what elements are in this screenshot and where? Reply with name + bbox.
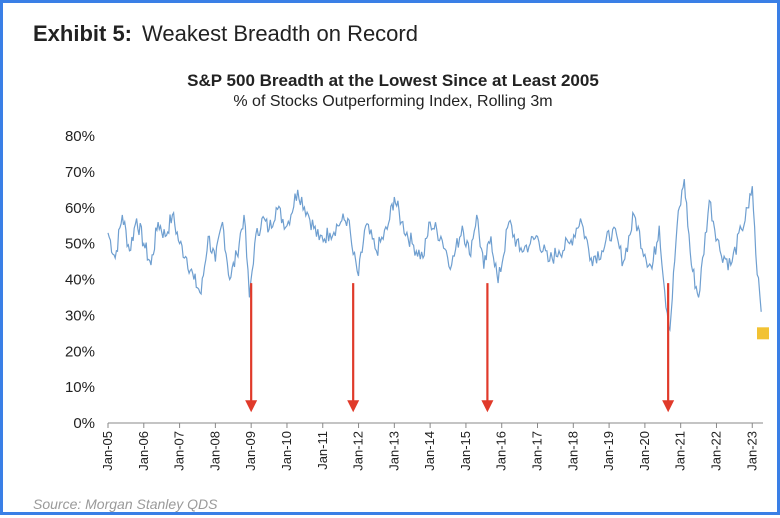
x-tick-label: Jan-18 <box>565 431 580 471</box>
y-tick-label: 60% <box>65 200 95 217</box>
x-tick-label: Jan-19 <box>601 431 616 471</box>
x-tick-label: Jan-21 <box>673 431 688 471</box>
y-tick-label: 70% <box>65 164 95 181</box>
y-tick-label: 0% <box>73 415 95 432</box>
x-tick-label: Jan-08 <box>207 431 222 471</box>
y-tick-label: 30% <box>65 307 95 324</box>
arrow-head <box>481 400 494 413</box>
x-tick-label: Jan-13 <box>386 431 401 471</box>
x-tick-label: Jan-16 <box>494 431 509 471</box>
arrow-head <box>347 400 360 413</box>
x-tick-label: Jan-20 <box>637 431 652 471</box>
arrow-head <box>662 400 675 413</box>
exhibit-label: Exhibit 5: <box>33 21 133 46</box>
x-tick-label: Jan-23 <box>744 431 759 471</box>
chart-subtitle: % of Stocks Outperforming Index, Rolling… <box>233 93 553 110</box>
x-tick-label: Jan-12 <box>351 431 366 471</box>
exhibit-heading: Exhibit 5: Weakest Breadth on Record <box>33 21 418 47</box>
y-tick-label: 80% <box>65 128 95 145</box>
x-tick-label: Jan-17 <box>530 431 545 471</box>
x-tick-label: Jan-22 <box>708 431 723 471</box>
x-tick-label: Jan-05 <box>100 431 115 471</box>
arrow-head <box>245 400 258 413</box>
latest-value-marker <box>757 327 769 340</box>
source-note: Source: Morgan Stanley QDS <box>33 496 218 512</box>
breadth-series-line <box>107 179 762 332</box>
x-axis-ticks: Jan-05 Jan-06 Jan-07 Jan-08 Jan-09 Jan-10 Jan-… <box>100 423 759 471</box>
y-tick-label: 40% <box>65 272 95 289</box>
y-axis-ticks: 0% 10% 20% 30% 40% 50% 60% 70% 80% <box>65 128 95 432</box>
x-tick-label: Jan-07 <box>172 431 187 471</box>
y-tick-label: 50% <box>65 236 95 253</box>
x-tick-label: Jan-14 <box>422 431 437 471</box>
line-chart: 0%10%20%30%40%50%60%70%80% Jan-05 Jan-06 J… <box>65 128 769 471</box>
x-tick-label: Jan-06 <box>136 431 151 471</box>
x-tick-label: Jan-09 <box>243 431 258 471</box>
x-tick-label: Jan-11 <box>315 431 330 470</box>
chart-title: S&P 500 Breadth at the Lowest Since at L… <box>187 71 599 90</box>
x-tick-label: Jan-15 <box>458 431 473 471</box>
x-tick-label: Jan-10 <box>279 431 294 471</box>
y-tick-label: 20% <box>65 343 95 360</box>
y-tick-label: 10% <box>65 379 95 396</box>
arrow-annotations <box>245 283 675 413</box>
exhibit-title: Weakest Breadth on Record <box>142 21 418 46</box>
